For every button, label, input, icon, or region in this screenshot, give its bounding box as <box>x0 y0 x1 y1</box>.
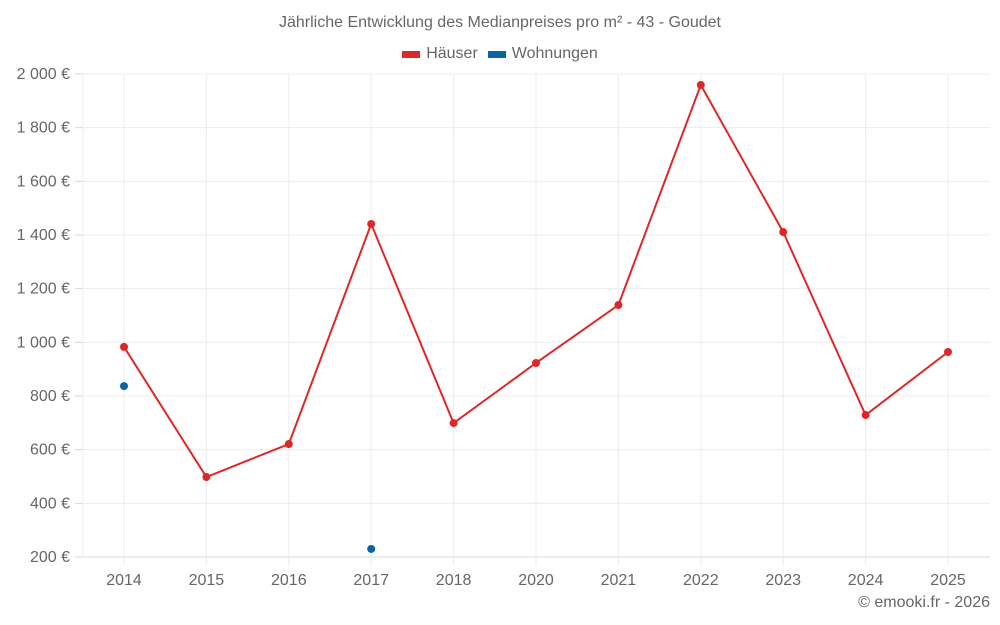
y-axis-label: 1 000 € <box>17 334 70 351</box>
y-axis-label: 400 € <box>30 495 70 512</box>
data-point[interactable] <box>202 473 211 482</box>
x-axis-label: 2023 <box>765 572 801 589</box>
legend-swatch-icon <box>487 50 506 58</box>
y-axis-label: 600 € <box>30 442 70 459</box>
x-axis-label: 2022 <box>683 572 719 589</box>
data-point[interactable] <box>120 382 128 391</box>
y-axis-label: 2 000 € <box>17 66 70 83</box>
data-point[interactable] <box>284 440 293 449</box>
data-point[interactable] <box>696 81 705 90</box>
credit-text: © emooki.fr - 2026 <box>858 594 990 611</box>
x-axis-label: 2020 <box>518 572 554 589</box>
x-axis-label: 2015 <box>189 572 225 589</box>
data-point[interactable] <box>532 358 540 367</box>
data-point[interactable] <box>614 301 623 310</box>
x-axis-label: 2018 <box>436 572 472 589</box>
y-axis-label: 1 400 € <box>17 227 70 244</box>
x-axis-label: 2021 <box>601 572 637 589</box>
legend-item-wohnungen[interactable]: Wohnungen <box>487 45 598 63</box>
x-axis-label: 2016 <box>271 572 307 589</box>
data-point[interactable] <box>367 544 376 553</box>
y-axis-label: 1 200 € <box>17 281 70 298</box>
y-axis-label: 800 € <box>30 388 70 405</box>
data-point[interactable] <box>120 342 128 351</box>
x-axis-label: 2025 <box>930 572 966 589</box>
legend-label: Wohnungen <box>511 45 598 62</box>
y-axis-label: 200 € <box>30 549 70 566</box>
data-point[interactable] <box>944 347 952 356</box>
x-axis-label: 2017 <box>353 572 389 589</box>
legend-label: Häuser <box>426 45 478 62</box>
legend-item-haeuser[interactable]: Häuser <box>402 45 478 63</box>
x-axis-label: 2024 <box>848 572 884 589</box>
legend-swatch-icon <box>402 50 421 58</box>
data-point[interactable] <box>367 219 376 228</box>
x-axis-label: 2014 <box>106 572 142 589</box>
data-point[interactable] <box>449 419 458 428</box>
data-point[interactable] <box>779 228 788 237</box>
y-axis-label: 1 600 € <box>17 173 70 190</box>
y-axis-label: 1 800 € <box>17 120 70 137</box>
chart-title: Jährliche Entwicklung des Medianpreises … <box>279 14 721 31</box>
data-point[interactable] <box>861 411 870 420</box>
legend: Häuser Wohnungen <box>0 45 1000 63</box>
